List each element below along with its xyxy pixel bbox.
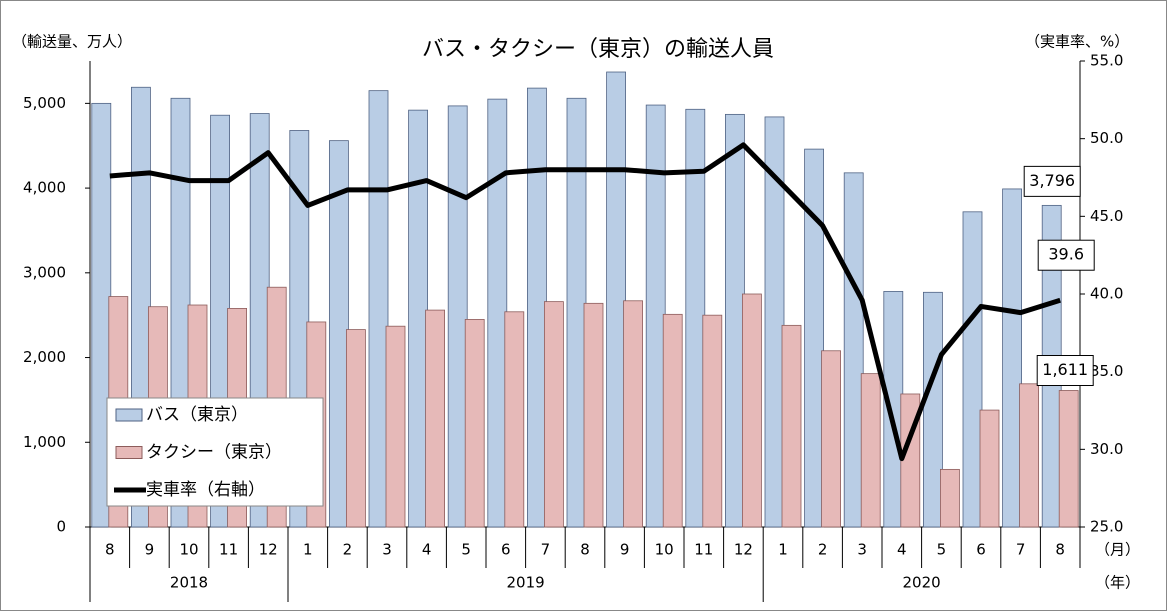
bar [623,300,643,528]
x-tick-label: 10 [655,541,674,559]
bar [662,313,683,528]
bar [566,97,587,528]
bar [645,104,666,528]
legend-label: 実車率（右軸） [146,480,265,500]
bar [860,373,881,528]
bar [781,324,802,528]
x-tick-label: 3 [857,541,867,559]
bar [606,71,626,528]
legend-label: タクシー（東京） [146,443,282,463]
legend-swatch [115,446,143,459]
x-tick-label: 2 [343,541,353,559]
bar [425,309,446,528]
x-tick-label: 5 [461,541,471,559]
bar [821,350,841,528]
x-tick-label: 12 [734,541,753,559]
x-tick-label: 9 [620,541,630,559]
y2-tick-label: 45.0 [1090,207,1123,225]
bar [464,319,485,528]
y-tick-label: 0 [56,518,66,536]
y-tick-label: 4,000 [23,179,66,197]
bar [843,172,864,528]
legend-label: バス（東京） [146,405,248,425]
x-group-label: 2018 [170,574,208,592]
bar [368,90,389,528]
x-tick-label: 9 [145,541,155,559]
bar [447,105,468,528]
y-tick-label: 3,000 [23,263,66,281]
value-label: 39.6 [1048,245,1084,264]
y2-tick-label: 50.0 [1090,129,1123,147]
x-tick-label: 3 [382,541,392,559]
bar [979,409,1000,528]
x-tick-label: 7 [1016,541,1026,559]
x-tick-label: 8 [580,541,590,559]
bar [1019,383,1039,528]
bar [742,293,762,528]
value-label-box [1023,165,1081,197]
y-axis-label: （輸送量、万人） [12,33,132,51]
x-tick-label: 2 [818,541,828,559]
x-tick-label: 11 [219,541,238,559]
bar [940,468,960,528]
y2-axis-label: （実車率、%） [1025,33,1129,51]
bar [702,314,723,528]
bar [923,291,943,528]
bar [804,148,824,528]
x-tick-label: 4 [897,541,907,559]
y-tick-label: 2,000 [23,348,66,366]
bar [962,211,983,528]
x-tick-label: 6 [976,541,986,559]
y2-tick-label: 35.0 [1090,362,1123,380]
x-tick-label: 5 [937,541,947,559]
bar [883,291,904,528]
bar [1058,390,1079,528]
value-label: 3,796 [1029,171,1075,190]
bar [725,113,745,528]
bar [345,329,366,528]
x-tick-label: 8 [105,541,115,559]
legend-swatch [115,408,143,422]
y2-tick-label: 30.0 [1090,440,1123,458]
bar [544,301,564,528]
x-tick-label: 11 [694,541,713,559]
bar [487,98,508,528]
x-group-label: 2020 [903,574,941,592]
value-label-box [1037,239,1095,271]
y2-tick-label: 25.0 [1090,518,1123,536]
value-label: 1,611 [1042,360,1088,379]
x-axis-label: （月） [1095,541,1140,559]
bar [527,87,547,528]
x-group-label: 2019 [507,574,545,592]
y-tick-label: 5,000 [23,94,66,112]
bar [764,116,785,528]
y-tick-label: 1,000 [23,433,66,451]
x-tick-label: 10 [179,541,198,559]
line [109,142,1061,462]
x-tick-label: 7 [541,541,551,559]
bar [408,109,429,528]
x-tick-label: 6 [501,541,511,559]
chart-title: バス・タクシー（東京）の輸送人員 [422,37,774,62]
x-tick-label: 1 [303,541,313,559]
bar [583,302,604,528]
bar [328,140,349,528]
x-tick-label: 12 [259,541,278,559]
x-tick-label: 8 [1055,541,1065,559]
y2-tick-label: 55.0 [1090,52,1123,70]
x-tick-label: 4 [422,541,432,559]
bar [504,311,525,528]
bar [1002,188,1022,528]
y2-tick-label: 40.0 [1090,285,1123,303]
value-label-box [1036,355,1094,387]
x-group-label: （年） [1095,574,1140,592]
x-tick-label: 1 [778,541,788,559]
bar [385,325,406,528]
